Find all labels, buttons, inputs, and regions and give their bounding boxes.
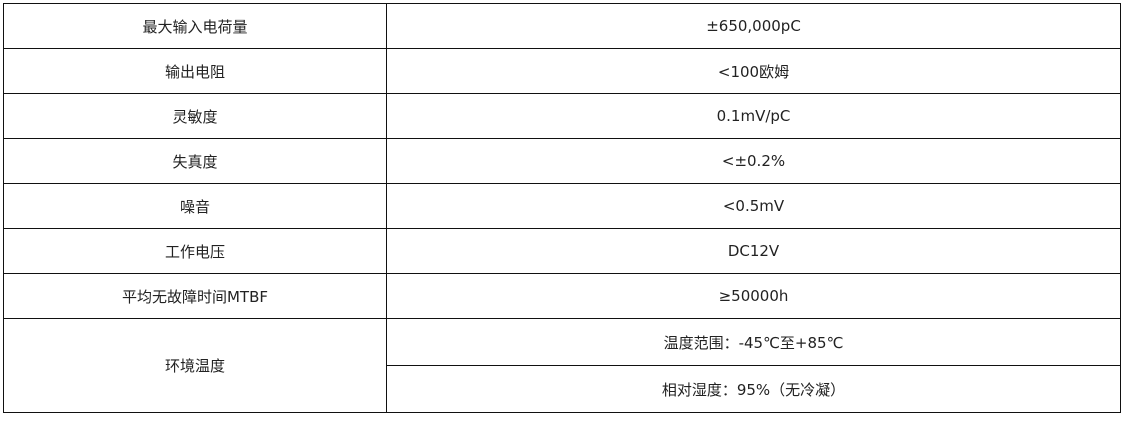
spec-value: DC12V bbox=[386, 228, 1121, 274]
spec-value: ≥50000h bbox=[386, 273, 1121, 319]
spec-label: 噪音 bbox=[3, 183, 387, 229]
spec-label: 输出电阻 bbox=[3, 48, 387, 94]
table-row: 失真度 <±0.2% bbox=[3, 138, 1121, 184]
table-row: 噪音 <0.5mV bbox=[3, 183, 1121, 229]
spec-value: <0.5mV bbox=[386, 183, 1121, 229]
spec-value: <±0.2% bbox=[386, 138, 1121, 184]
spec-table: 最大输入电荷量 ±650,000pC 输出电阻 <100欧姆 灵敏度 0.1mV/pC… bbox=[3, 3, 1121, 413]
spec-value: 0.1mV/pC bbox=[386, 93, 1121, 139]
table-row: 平均无故障时间MTBF ≥50000h bbox=[3, 273, 1121, 319]
spec-value: 相对湿度：95%（无冷凝） bbox=[386, 365, 1121, 413]
spec-label: 工作电压 bbox=[3, 228, 387, 274]
spec-label: 灵敏度 bbox=[3, 93, 387, 139]
table-row: 环境温度 温度范围：-45℃至+85℃ bbox=[3, 318, 1121, 413]
table-row: 工作电压 DC12V bbox=[3, 228, 1121, 274]
spec-value: ±650,000pC bbox=[386, 3, 1121, 49]
spec-label: 失真度 bbox=[3, 138, 387, 184]
table-row: 灵敏度 0.1mV/pC bbox=[3, 93, 1121, 139]
spec-label: 最大输入电荷量 bbox=[3, 3, 387, 49]
spec-value: <100欧姆 bbox=[386, 48, 1121, 94]
spec-value: 温度范围：-45℃至+85℃ bbox=[386, 318, 1121, 366]
spec-label: 平均无故障时间MTBF bbox=[3, 273, 387, 319]
table-row: 最大输入电荷量 ±650,000pC bbox=[3, 3, 1121, 49]
table-row: 相对湿度：95%（无冷凝） bbox=[4, 365, 1121, 413]
table-row: 输出电阻 <100欧姆 bbox=[3, 48, 1121, 94]
spec-label: 环境温度 bbox=[3, 318, 387, 413]
